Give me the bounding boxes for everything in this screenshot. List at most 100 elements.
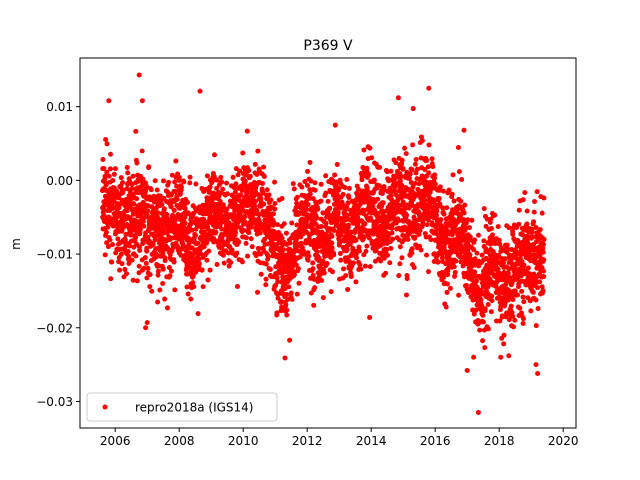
data-point <box>224 191 230 197</box>
data-point <box>337 251 343 257</box>
outlier-point <box>482 345 488 351</box>
data-point <box>134 196 140 202</box>
data-point <box>291 272 297 278</box>
data-point <box>124 164 130 170</box>
data-point <box>492 212 498 218</box>
data-point <box>498 304 504 310</box>
data-point <box>335 210 341 216</box>
data-point <box>516 207 522 213</box>
data-point <box>307 187 313 193</box>
data-point <box>101 206 107 212</box>
data-point <box>288 290 294 296</box>
data-point <box>366 235 372 241</box>
data-point <box>139 148 145 154</box>
data-point <box>109 259 115 265</box>
data-point <box>452 269 458 275</box>
data-point <box>201 244 207 250</box>
data-point <box>311 302 317 308</box>
data-points <box>99 72 547 416</box>
data-point <box>410 106 416 112</box>
data-point <box>527 271 533 277</box>
data-point <box>421 216 427 222</box>
data-point <box>129 186 135 192</box>
data-point <box>418 247 424 253</box>
data-point <box>446 187 452 193</box>
data-point <box>136 244 142 250</box>
data-point <box>473 307 479 313</box>
data-point <box>540 268 546 274</box>
data-point <box>342 184 348 190</box>
data-point <box>387 260 393 266</box>
data-point <box>133 253 139 259</box>
data-point <box>247 173 253 179</box>
y-axis: −0.03 −0.02 −0.01 0.00 0.01 <box>36 100 80 409</box>
data-point <box>271 221 277 227</box>
data-point <box>362 263 368 269</box>
data-point <box>283 302 289 308</box>
data-point <box>256 212 262 218</box>
outlier-point <box>498 354 504 360</box>
data-point <box>413 156 419 162</box>
data-point <box>213 177 219 183</box>
data-point <box>207 189 213 194</box>
y-tick-label: −0.03 <box>36 395 73 409</box>
data-point <box>410 224 416 230</box>
data-point <box>116 205 122 211</box>
data-point <box>360 164 366 170</box>
data-point <box>246 168 252 174</box>
data-point <box>182 220 188 226</box>
data-point <box>399 182 405 188</box>
data-point <box>425 269 431 275</box>
data-point <box>299 200 305 206</box>
data-point <box>125 170 131 176</box>
x-tick-label: 2018 <box>484 434 515 448</box>
data-point <box>441 211 447 217</box>
data-point <box>148 187 154 193</box>
data-point <box>497 318 503 324</box>
data-point <box>343 273 349 279</box>
data-point <box>178 184 184 190</box>
data-point <box>252 199 258 204</box>
data-point <box>102 173 108 179</box>
data-point <box>168 268 174 274</box>
data-point <box>528 308 534 314</box>
data-point <box>303 207 309 213</box>
data-point <box>281 221 287 227</box>
data-point <box>185 291 191 297</box>
data-point <box>424 252 430 258</box>
data-point <box>381 187 387 193</box>
data-point <box>346 222 352 228</box>
data-point <box>397 178 403 184</box>
data-point <box>364 243 370 249</box>
data-point <box>521 262 527 268</box>
data-point <box>481 206 487 212</box>
data-point <box>119 197 125 203</box>
data-point <box>118 251 124 257</box>
data-point <box>426 170 432 176</box>
data-point <box>540 249 546 255</box>
data-point <box>323 220 329 226</box>
data-point <box>485 326 491 332</box>
data-point <box>260 181 266 187</box>
data-point <box>294 194 300 200</box>
data-point <box>208 214 214 220</box>
data-point <box>434 208 440 214</box>
data-point <box>498 249 504 255</box>
legend-box <box>86 392 278 422</box>
data-point <box>196 256 202 262</box>
data-point <box>240 150 246 156</box>
data-point <box>358 228 364 234</box>
data-point <box>413 170 419 176</box>
data-point <box>150 241 156 247</box>
data-point <box>540 288 546 294</box>
data-point <box>214 201 220 207</box>
data-point <box>406 175 412 181</box>
data-point <box>344 177 350 183</box>
data-point <box>519 288 525 294</box>
data-point <box>289 220 295 226</box>
data-point <box>363 248 369 254</box>
data-point <box>463 282 469 288</box>
data-point <box>502 256 508 262</box>
data-point <box>416 181 422 187</box>
data-point <box>171 259 177 265</box>
